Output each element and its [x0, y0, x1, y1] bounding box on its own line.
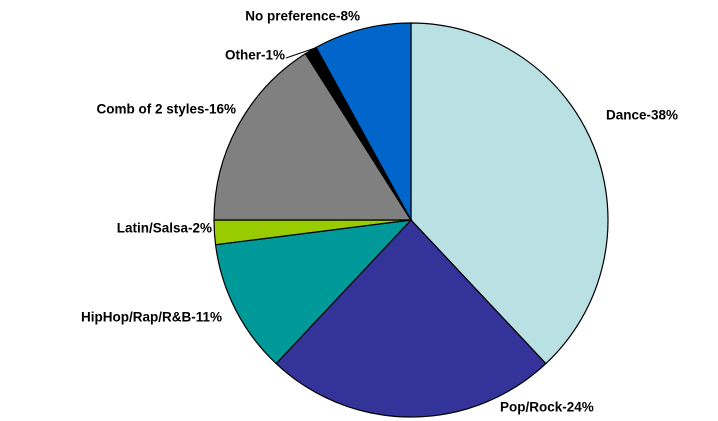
pie-slice — [410, 22, 609, 365]
slice-label: Latin/Salsa-2% — [117, 221, 212, 236]
slice-label: No preference-8% — [245, 9, 360, 24]
pie-slice — [315, 22, 412, 221]
slice-label: Other-1% — [225, 48, 285, 63]
slice-label: Dance-38% — [606, 108, 678, 123]
slice-label: Comb of 2 styles-16% — [96, 102, 236, 117]
pie-slice — [213, 52, 413, 221]
pie-slice — [214, 219, 413, 365]
slice-label: HipHop/Rap/R&B-11% — [81, 310, 222, 325]
slice-label: Pop/Rock-24% — [500, 400, 594, 415]
pie-slice — [275, 219, 547, 418]
